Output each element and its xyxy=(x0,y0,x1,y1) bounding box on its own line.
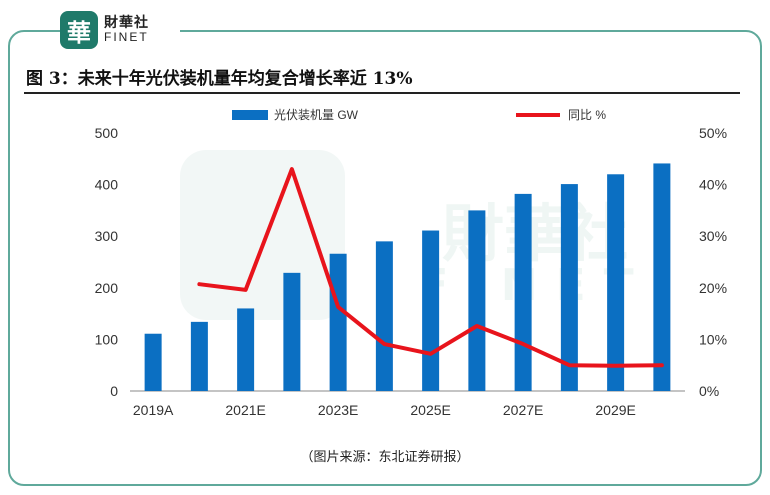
logo-en: FINET xyxy=(104,30,149,45)
watermark-seal xyxy=(180,150,345,320)
bar-2030E xyxy=(653,163,671,391)
bar-2026E xyxy=(468,210,486,391)
y-right-tick-label: 0% xyxy=(699,383,719,399)
finet-logo: 華 財華社 FINET xyxy=(60,6,180,54)
x-tick-label: 2023E xyxy=(318,402,358,418)
y-right-tick-label: 40% xyxy=(699,177,727,193)
bar-2028E xyxy=(560,184,578,391)
title-rule xyxy=(24,92,740,94)
y-right-tick-label: 30% xyxy=(699,228,727,244)
figure-title: 图 3：未来十年光伏装机量年均复合增长率近 13% xyxy=(26,69,413,89)
bar-2025E xyxy=(422,230,440,391)
x-tick-label: 2025E xyxy=(410,402,450,418)
y-left-tick-label: 500 xyxy=(95,125,119,141)
legend-swatch-line xyxy=(516,112,560,117)
figure-source: （图片来源：东北证券研报） xyxy=(300,450,470,465)
bar-2029E xyxy=(607,174,625,391)
x-tick-label: 2027E xyxy=(503,402,543,418)
bar-2023E xyxy=(329,253,347,391)
y-right-tick-label: 50% xyxy=(699,125,727,141)
y-left-tick-label: 100 xyxy=(95,331,119,347)
y-right-tick-label: 10% xyxy=(699,331,727,347)
legend-label-bar: 光伏装机量 GW xyxy=(274,108,358,122)
bar-2021E xyxy=(237,308,255,391)
chart-legend: 光伏装机量 GW 同比 % xyxy=(0,106,770,124)
y-left-tick-label: 400 xyxy=(95,177,119,193)
y-right-tick-label: 20% xyxy=(699,280,727,296)
logo-text: 財華社 FINET xyxy=(104,16,149,43)
logo-seal: 華 xyxy=(60,11,98,49)
y-left-tick-label: 200 xyxy=(95,280,119,296)
legend-swatch-bar xyxy=(232,109,268,120)
logo-cn: 財華社 xyxy=(104,15,149,32)
bar-2020E xyxy=(190,321,208,391)
x-tick-label: 2029E xyxy=(595,402,635,418)
legend-item-line: 同比 % xyxy=(516,106,606,123)
legend-label-line: 同比 % xyxy=(568,108,607,122)
legend-item-bar: 光伏装机量 GW xyxy=(232,106,358,123)
bar-2019A xyxy=(144,333,162,391)
x-tick-label: 2021E xyxy=(225,402,265,418)
bar-2024E xyxy=(375,241,393,391)
y-left-tick-label: 0 xyxy=(110,383,118,399)
bar-2022E xyxy=(283,272,301,391)
bar-2027E xyxy=(514,193,532,391)
x-tick-label: 2019A xyxy=(133,402,174,418)
y-left-tick-label: 300 xyxy=(95,228,119,244)
